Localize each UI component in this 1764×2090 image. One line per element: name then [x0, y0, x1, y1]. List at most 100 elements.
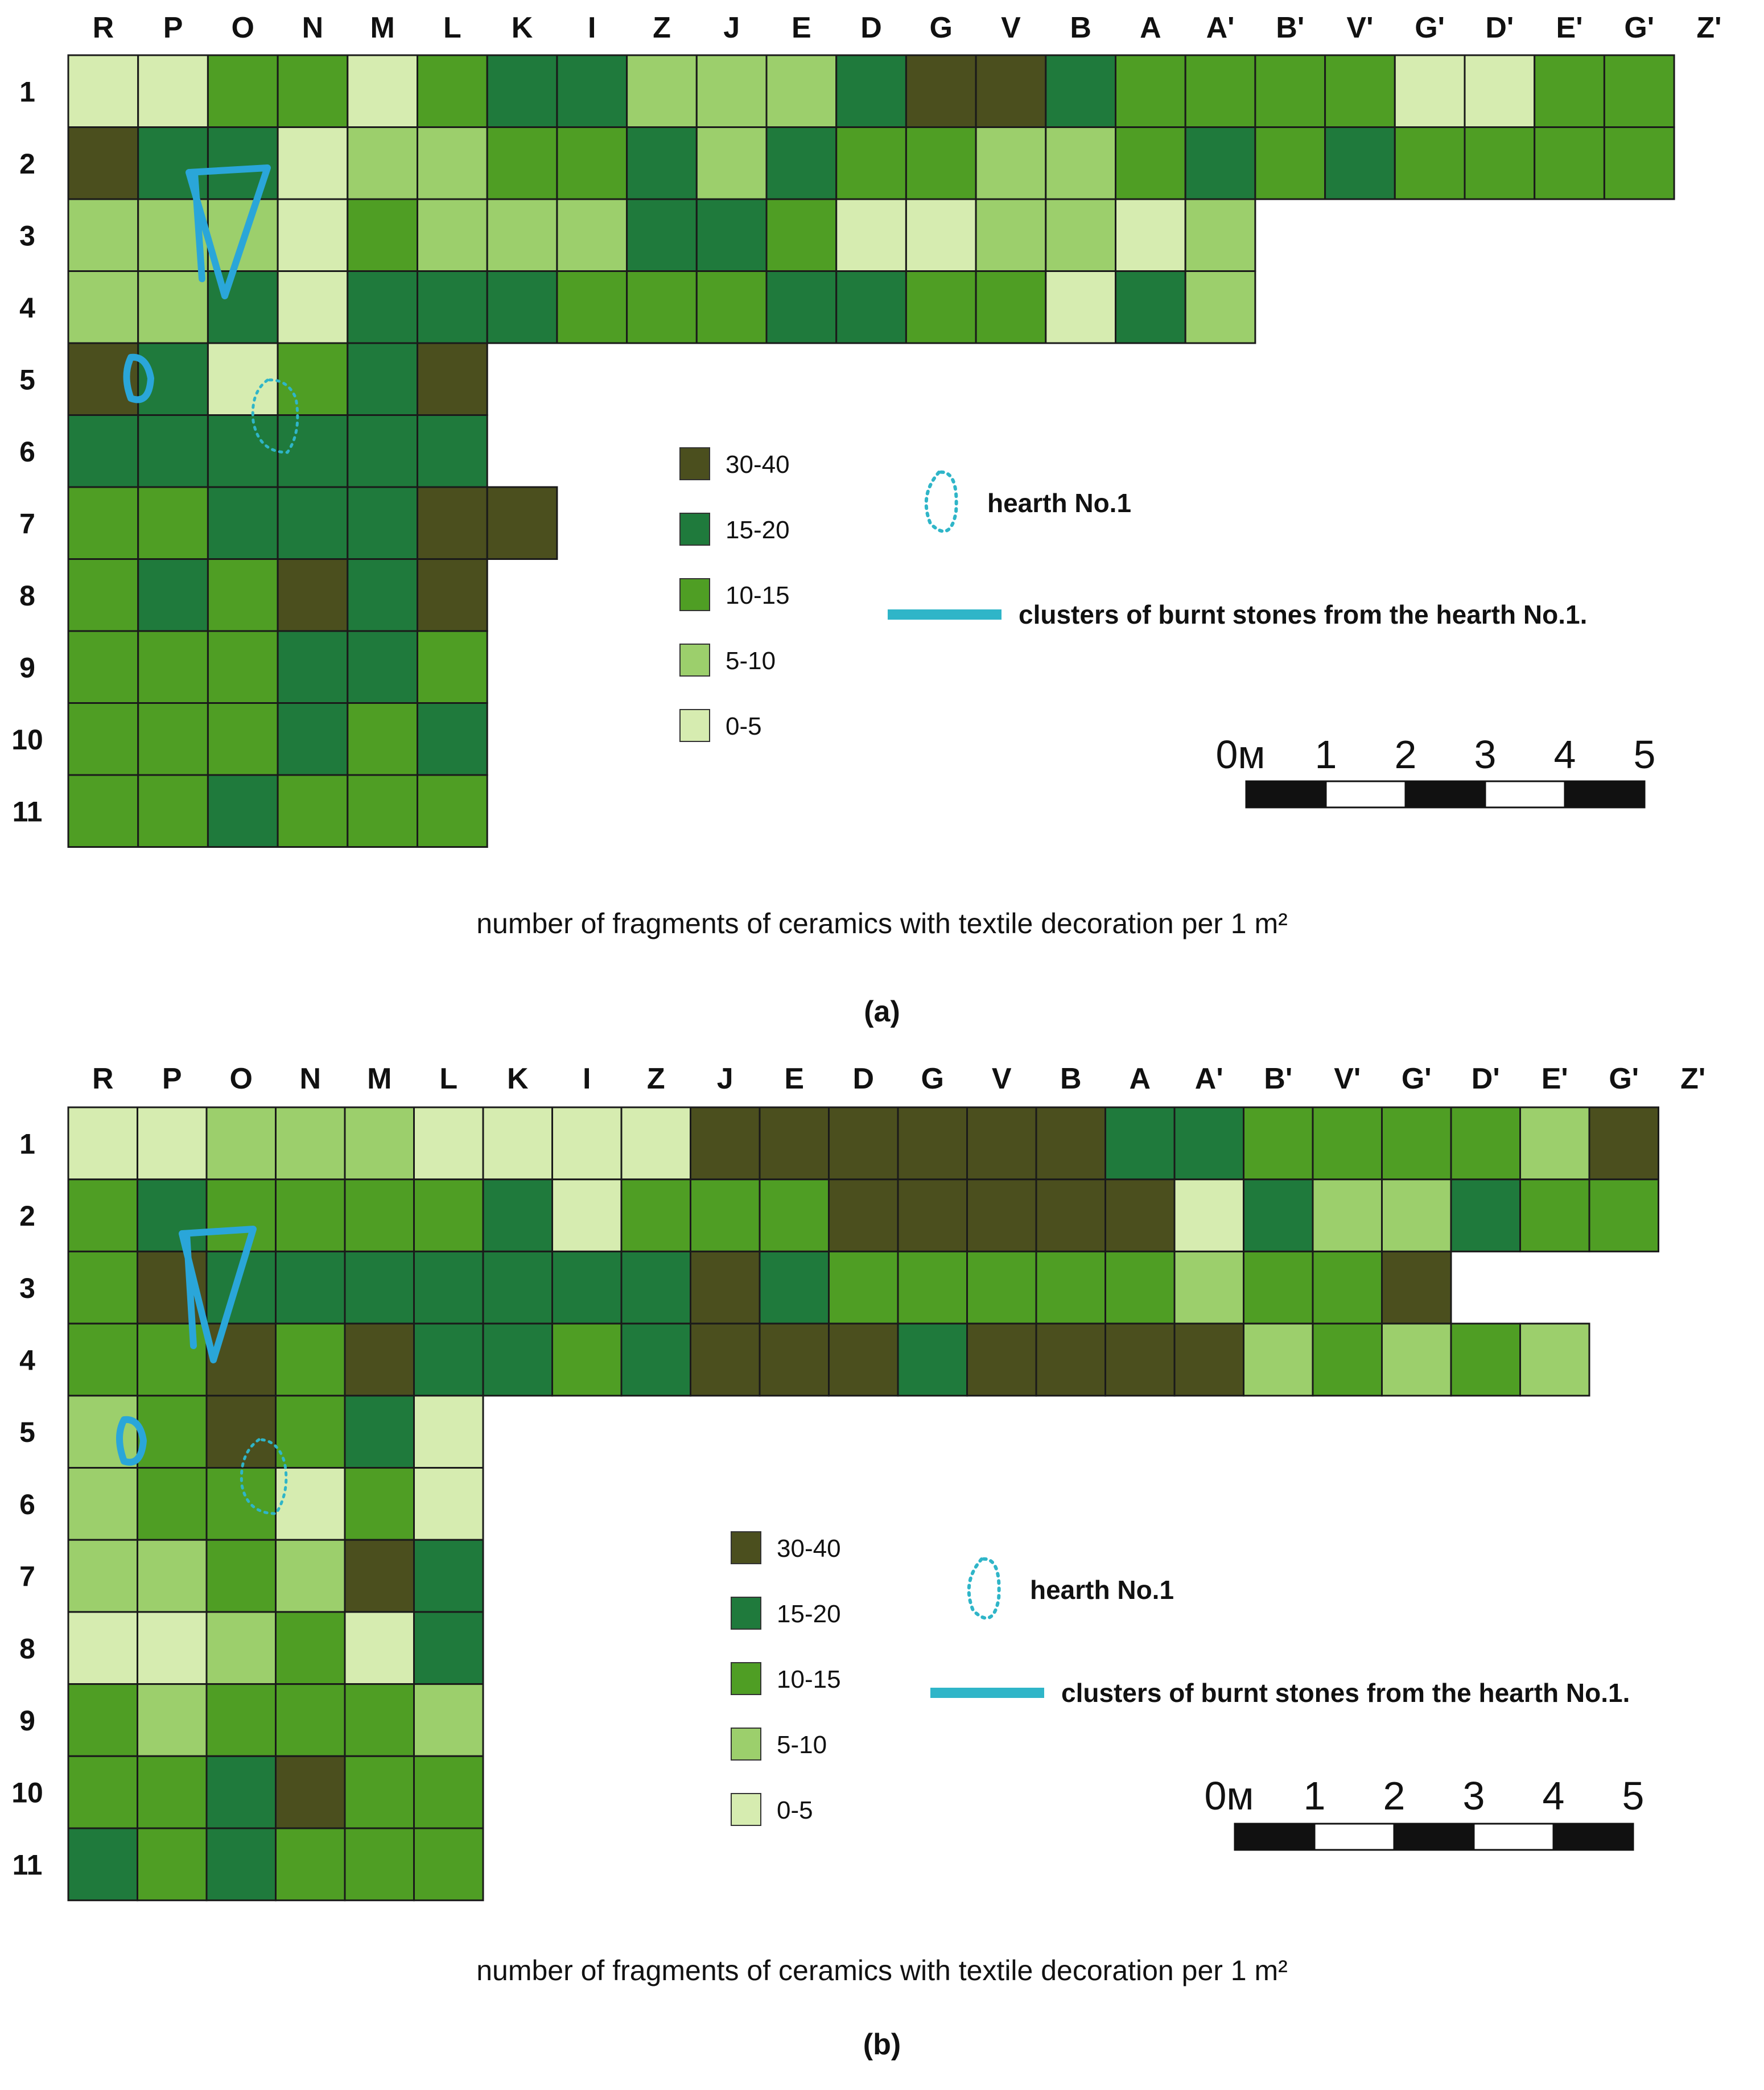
legend-swatch — [679, 513, 710, 546]
burnt-stones-cluster — [116, 1416, 147, 1466]
grid-cell — [1035, 1322, 1106, 1397]
legend-label: 15-20 — [777, 1600, 841, 1628]
grid-cell — [205, 1755, 277, 1829]
column-label: Z' — [1696, 11, 1721, 44]
grid-cell — [486, 126, 558, 200]
grid-cell — [486, 486, 558, 560]
panel-caption: number of fragments of ceramics with tex… — [476, 1955, 1288, 1986]
grid-cell — [690, 1322, 761, 1397]
grid-cell — [205, 1683, 277, 1757]
column-label: D' — [1472, 1062, 1500, 1095]
grid-cell — [207, 630, 279, 704]
grid-cell — [347, 54, 418, 128]
grid-cell — [67, 702, 139, 776]
grid-cell — [417, 54, 488, 128]
column-label: A — [1140, 11, 1161, 44]
grid-cell — [486, 270, 558, 344]
grid-cell — [67, 774, 139, 848]
grid-cell — [905, 270, 977, 344]
grid-cell — [137, 702, 209, 776]
row-label: 10 — [11, 724, 43, 756]
grid-cell — [828, 1322, 899, 1397]
grid-cell — [67, 1395, 138, 1469]
grid-cell — [1104, 1178, 1176, 1252]
grid-cell — [275, 1250, 346, 1325]
grid-cell — [67, 1322, 138, 1397]
legend-label: 10-15 — [777, 1666, 841, 1693]
grid-cell — [626, 198, 698, 272]
grid-cell — [1173, 1106, 1244, 1181]
column-label: E — [784, 1062, 804, 1095]
grid-cell — [275, 1683, 346, 1757]
grid-cell — [205, 1106, 277, 1181]
grid-cell — [413, 1827, 484, 1902]
row-label: 4 — [19, 292, 35, 324]
grid-cell — [277, 702, 349, 776]
column-label: K — [512, 11, 533, 44]
legend-swatch — [731, 1728, 761, 1761]
grid-cell — [626, 54, 698, 128]
grid-cell — [835, 270, 907, 344]
grid-cell — [137, 1467, 208, 1541]
grid-cell — [67, 1539, 138, 1613]
legend-swatch — [731, 1793, 761, 1826]
grid-cell — [1312, 1178, 1383, 1252]
grid-cell — [1519, 1106, 1590, 1181]
grid-cell — [347, 486, 418, 560]
grid-cell — [1603, 54, 1675, 128]
column-label: R — [92, 1062, 114, 1095]
grid-cell — [67, 54, 139, 128]
grid-cell — [690, 1106, 761, 1181]
grid-cell — [205, 1539, 277, 1613]
grid-cell — [413, 1250, 484, 1325]
column-label: M — [370, 11, 394, 44]
burnt-stones-cluster — [179, 1226, 257, 1363]
column-label: R — [93, 11, 114, 44]
grid-cell — [626, 126, 698, 200]
grid-cell — [695, 198, 768, 272]
column-label: D — [860, 11, 882, 44]
row-label: 1 — [19, 1128, 35, 1160]
row-label: 6 — [19, 1489, 35, 1520]
grid-cell — [765, 126, 838, 200]
grid-cell — [137, 54, 209, 128]
grid-cell — [277, 126, 349, 200]
grid-cell — [417, 774, 488, 848]
panel-tag: (a) — [864, 995, 900, 1028]
grid-cell — [1035, 1250, 1106, 1325]
column-label: G' — [1415, 11, 1445, 44]
scale-bar: 0м 1 2 3 4 5 — [1215, 732, 1655, 809]
grid-cell — [137, 270, 209, 344]
row-label: 9 — [19, 652, 35, 683]
column-label: E' — [1556, 11, 1583, 44]
legend-label: 0-5 — [726, 712, 762, 740]
column-label: D — [852, 1062, 874, 1095]
column-label: B' — [1264, 1062, 1292, 1095]
stones-legend-label: clusters of burnt stones from the hearth… — [1019, 600, 1587, 629]
grid-cell — [835, 198, 907, 272]
grid-cell — [759, 1322, 830, 1397]
column-label: V' — [1346, 11, 1373, 44]
grid-cell — [486, 198, 558, 272]
grid-cell — [275, 1322, 346, 1397]
grid-cell — [344, 1611, 415, 1685]
stones-legend-line — [930, 1688, 1044, 1698]
legend-label: 30-40 — [726, 451, 790, 479]
grid-cell — [205, 1827, 277, 1902]
grid-cell — [347, 630, 418, 704]
grid-cell — [966, 1322, 1037, 1397]
grid-cell — [417, 126, 488, 200]
grid-cell — [1324, 54, 1396, 128]
grid-cell — [67, 1827, 138, 1902]
grid-cell — [486, 54, 558, 128]
grid-cell — [413, 1611, 484, 1685]
grid-cell — [695, 126, 768, 200]
grid-cell — [1519, 1322, 1590, 1397]
grid-cell — [207, 54, 279, 128]
hearth-legend-label: hearth No.1 — [987, 488, 1131, 518]
grid-cell — [620, 1106, 691, 1181]
burnt-stones-cluster — [123, 353, 154, 403]
column-label: J — [717, 1062, 733, 1095]
grid-cell — [207, 414, 279, 488]
grid-cell — [67, 126, 139, 200]
